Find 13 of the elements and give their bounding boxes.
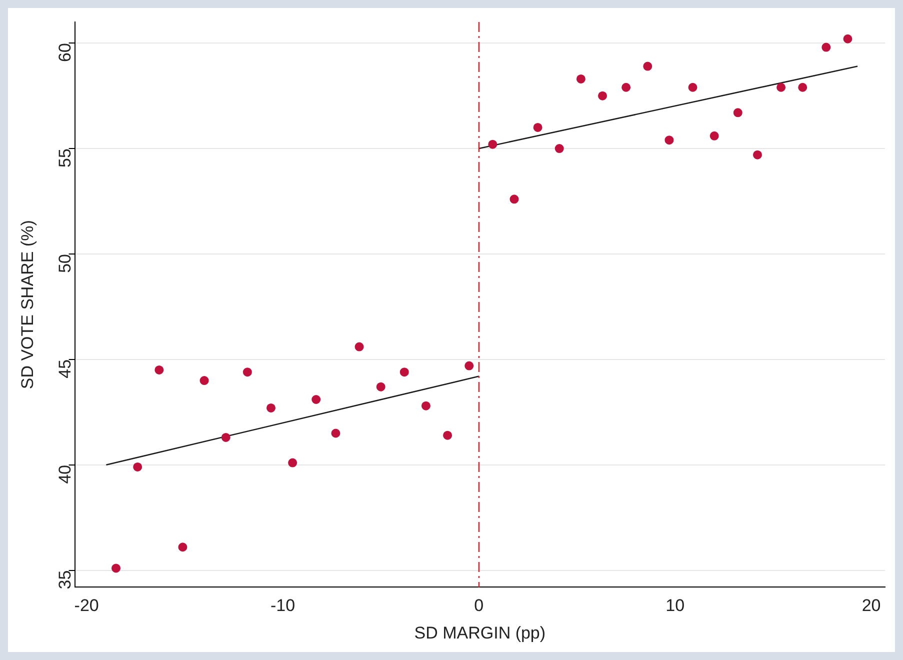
x-tick-label: -20 — [74, 596, 99, 616]
x-tick-label: 20 — [862, 596, 881, 616]
x-tick-label: 0 — [474, 596, 484, 616]
y-tick-label: 40 — [55, 464, 74, 484]
y-tick-label: 35 — [55, 570, 74, 590]
x-tick-label: 10 — [666, 596, 685, 616]
y-tick-label: 55 — [55, 148, 74, 168]
x-axis-title: SD MARGIN (pp) — [414, 623, 546, 642]
x-tick-label: -10 — [270, 596, 296, 616]
y-tick-label: 60 — [55, 43, 74, 62]
y-tick-label: 50 — [55, 254, 74, 273]
y-tick-label: 45 — [55, 359, 74, 378]
y-axis-title: SD VOTE SHARE (%) — [18, 220, 37, 390]
